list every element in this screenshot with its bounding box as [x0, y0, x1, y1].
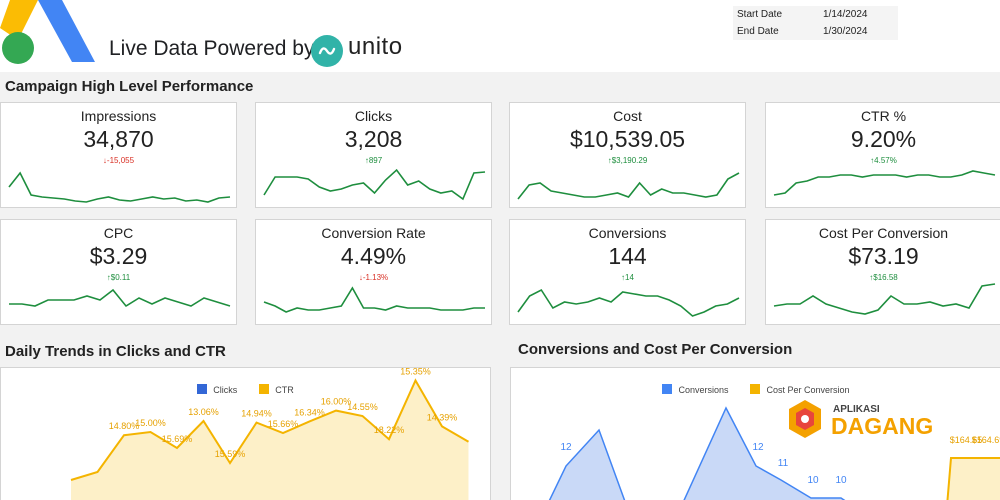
ctr-data-label: 13.06% — [188, 407, 219, 417]
sparkline-path — [263, 168, 486, 201]
section-title-clicks-ctr: Daily Trends in Clicks and CTR — [5, 343, 226, 360]
conversions-data-label: 11 — [778, 458, 789, 469]
sparkline — [9, 288, 231, 308]
metric-delta: ↓-15,055 — [102, 156, 135, 165]
ctr-data-label: 15.35% — [400, 368, 431, 377]
end-date-value[interactable]: 1/30/2024 — [823, 26, 868, 37]
metric-delta: ↑$0.11 — [106, 273, 131, 282]
metric-label: Impressions — [80, 108, 157, 124]
metric-label: Cost Per Conversion — [818, 225, 949, 241]
sparkline — [773, 170, 996, 196]
end-date-label: End Date — [737, 26, 779, 37]
aplikasi-dagang-watermark: APLIKASI DAGANG — [789, 400, 933, 439]
conversions-area — [548, 406, 846, 500]
sparkline — [517, 172, 740, 200]
metric-value: 4.49% — [340, 243, 407, 269]
google-ads-logo — [0, 0, 95, 64]
ctr-data-label: 15.69% — [162, 434, 193, 444]
ctr-data-label: 14.94% — [241, 409, 272, 419]
metric-card[interactable]: Conversion Rate 4.49% ↓-1.13% — [255, 219, 492, 325]
metric-card[interactable]: CPC $3.29 ↑$0.11 — [0, 219, 237, 325]
sparkline-path — [263, 286, 485, 313]
conversions-data-label: 12 — [560, 442, 572, 453]
sparkline — [8, 171, 231, 203]
metric-label: Clicks — [354, 108, 393, 124]
metric-value: 34,870 — [83, 126, 154, 152]
metric-label: Conversions — [588, 225, 667, 241]
ctr-data-label: 18.22% — [374, 425, 405, 435]
conversions-data-label: 12 — [752, 442, 764, 453]
cost-per-conversion-area — [947, 458, 1000, 500]
watermark-bottom-text: DAGANG — [831, 413, 933, 439]
ctr-data-label: 15.59% — [215, 449, 246, 459]
report-header: Live Data Powered by unito Start Date 1/1… — [0, 0, 1000, 72]
ctr-line — [70, 378, 470, 481]
metric-value: $10,539.05 — [569, 126, 686, 152]
ctr-data-label: 15.66% — [268, 419, 299, 429]
section-title-performance: Campaign High Level Performance — [5, 78, 254, 95]
cost-per-conversion-label: $164.69 — [972, 435, 1000, 445]
cost-per-conversion-line — [946, 457, 1000, 500]
cost-per-conversion-label: $164.65 — [950, 435, 983, 445]
sparkline-path — [9, 288, 231, 308]
metric-value: 144 — [608, 243, 647, 269]
legend-item-cost-per-conversion[interactable]: Cost Per Conversion — [750, 384, 850, 395]
metric-label: CTR % — [860, 108, 907, 124]
chart-legend: Conversions Cost Per Conversion — [511, 384, 1000, 395]
ctr-data-label: 16.00% — [321, 397, 352, 407]
sparkline — [517, 288, 740, 317]
metric-card[interactable]: Impressions 34,870 ↓-15,055 — [0, 102, 237, 208]
ctr-data-label: 14.55% — [347, 402, 378, 412]
live-data-text: Live Data Powered by — [109, 37, 315, 60]
metric-value: 9.20% — [850, 126, 917, 152]
start-date-label: Start Date — [737, 9, 783, 20]
sparkline-path — [517, 172, 740, 200]
metric-card[interactable]: CTR % 9.20% ↑4.57% — [765, 102, 1000, 208]
legend-item-ctr[interactable]: CTR — [259, 384, 294, 395]
conversions-data-label: 10 — [835, 475, 847, 486]
conversions-data-label: 10 — [807, 475, 819, 486]
sparkline-path — [773, 170, 996, 196]
metric-delta: ↑$16.58 — [869, 273, 898, 282]
ctr-area — [71, 380, 469, 500]
metric-delta: ↑$3,190.29 — [607, 156, 648, 165]
start-date-value[interactable]: 1/14/2024 — [823, 9, 868, 20]
metric-value: 3,208 — [344, 126, 403, 152]
metric-card[interactable]: Clicks 3,208 ↑897 — [255, 102, 492, 208]
metric-label: CPC — [103, 225, 134, 241]
watermark-top-text: APLIKASI — [833, 404, 880, 415]
metric-card[interactable]: Cost $10,539.05 ↑$3,190.29 — [509, 102, 746, 208]
unito-brand: unito — [348, 33, 403, 60]
legend-item-clicks[interactable]: Clicks — [197, 384, 237, 395]
metric-delta: ↓-1.13% — [358, 273, 389, 282]
section-title-conversions: Conversions and Cost Per Conversion — [518, 341, 793, 358]
conversions-cpc-chart: Conversions Cost Per Conversion 12 12 11 10… — [510, 367, 1000, 500]
metric-label: Cost — [613, 108, 642, 124]
sparkline-path — [517, 288, 740, 317]
ctr-data-label: 14.39% — [427, 412, 458, 422]
metric-delta: ↑14 — [621, 273, 634, 282]
ctr-data-label: 16.34% — [294, 407, 325, 417]
metric-value: $73.19 — [848, 243, 919, 269]
sparkline — [263, 168, 486, 201]
chart-legend: Clicks CTR — [1, 384, 490, 395]
clicks-ctr-chart: Clicks CTR 14.80% 15.00% 15.69% 13.06% 15.59… — [0, 367, 491, 500]
legend-item-conversions[interactable]: Conversions — [662, 384, 728, 395]
sparkline — [263, 286, 485, 313]
metric-delta: ↑897 — [364, 156, 383, 165]
ctr-data-label: 14.80% — [109, 421, 140, 431]
metric-card[interactable]: Cost Per Conversion $73.19 ↑$16.58 — [765, 219, 1000, 325]
metric-label: Conversion Rate — [321, 225, 426, 241]
unito-logo-icon — [311, 35, 343, 67]
sparkline-path — [773, 283, 996, 315]
ctr-data-label: 15.00% — [135, 418, 166, 428]
sparkline — [773, 283, 996, 315]
metric-delta: ↑4.57% — [870, 156, 897, 165]
sparkline-path — [8, 171, 231, 203]
date-range-control[interactable]: Start Date 1/14/2024 End Date 1/30/2024 — [733, 6, 898, 40]
metric-value: $3.29 — [89, 243, 148, 269]
metric-card[interactable]: Conversions 144 ↑14 — [509, 219, 746, 325]
